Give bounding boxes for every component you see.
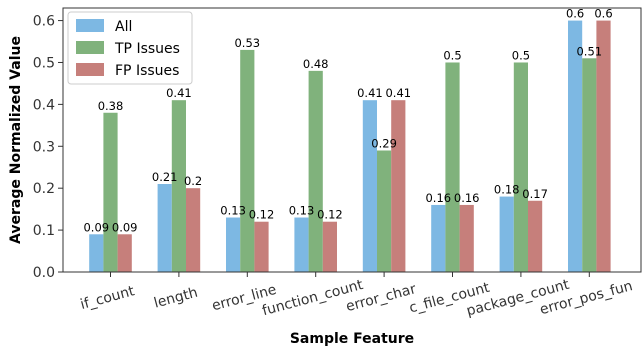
bar-tp-issues-length — [171, 100, 186, 272]
bar-fp-issues-package-count — [528, 200, 543, 272]
y-tick-label: 0.4 — [33, 97, 55, 113]
data-label: 0.51 — [576, 44, 602, 58]
data-label: 0.13 — [220, 204, 246, 218]
data-label: 0.13 — [289, 204, 315, 218]
legend-label: FP Issues — [115, 63, 179, 79]
data-label: 0.6 — [594, 7, 612, 21]
bar-fp-issues-error-char — [391, 100, 406, 272]
data-label: 0.2 — [184, 174, 202, 188]
data-label: 0.09 — [112, 220, 138, 234]
x-tick-label: if_count — [79, 283, 137, 313]
bar-all-c-file-count — [431, 204, 446, 272]
data-label: 0.6 — [566, 7, 584, 21]
y-tick-label: 0.3 — [33, 139, 55, 155]
data-label: 0.38 — [98, 99, 124, 113]
data-label: 0.16 — [425, 191, 451, 205]
bar-fp-issues-if-count — [117, 234, 132, 272]
bar-group — [89, 20, 611, 273]
bar-fp-issues-error-line — [254, 221, 269, 272]
data-label: 0.16 — [454, 191, 480, 205]
data-label: 0.17 — [522, 187, 548, 201]
bar-all-error-pos-fun — [568, 20, 583, 272]
bar-all-if-count — [89, 234, 104, 272]
y-tick-label: 0.0 — [33, 265, 55, 281]
bar-fp-issues-length — [186, 188, 201, 272]
x-axis-label: Sample Feature — [290, 331, 414, 347]
data-label: 0.48 — [303, 57, 329, 71]
data-label: 0.41 — [385, 86, 411, 100]
bar-fp-issues-c-file-count — [459, 204, 474, 272]
bar-fp-issues-error-pos-fun — [596, 20, 611, 272]
data-label: 0.41 — [357, 86, 383, 100]
bar-all-package-count — [499, 196, 514, 272]
bar-tp-issues-function-count — [308, 70, 323, 272]
bar-tp-issues-error-char — [377, 150, 392, 272]
bar-tp-issues-package-count — [513, 62, 528, 273]
x-tick-label: length — [152, 285, 199, 312]
plot-frame — [62, 7, 642, 273]
y-tick-label: 0.6 — [33, 14, 55, 30]
legend-swatch — [76, 19, 104, 32]
legend-label: TP Issues — [114, 41, 180, 57]
data-label: 0.12 — [317, 208, 343, 222]
data-label-group: 0.090.210.13 0.130.410.160.180.60.380.410… — [83, 7, 612, 235]
y-tick-label: 0.5 — [33, 55, 55, 71]
bar-tp-issues-if-count — [103, 112, 118, 272]
legend: All TP Issues FP Issues — [67, 11, 193, 85]
x-axis: if_count length error_linefunction_counter… — [79, 272, 634, 320]
bar-tp-issues-error-line — [240, 49, 255, 273]
y-tick-label: 0.1 — [33, 223, 55, 239]
legend-swatch — [76, 63, 104, 76]
data-label: 0.29 — [371, 136, 397, 150]
data-label: 0.21 — [152, 170, 178, 184]
y-tick-label: 0.2 — [33, 181, 55, 197]
y-axis: 0.0 0.1 0.2 0.3 0.4 0.5 0.6 — [33, 14, 63, 281]
data-label: 0.5 — [443, 48, 461, 62]
bar-fp-issues-function-count — [322, 221, 337, 272]
data-label: 0.09 — [83, 220, 109, 234]
legend-label: All — [115, 19, 132, 35]
bar-tp-issues-error-pos-fun — [582, 58, 597, 272]
data-label: 0.53 — [234, 36, 260, 50]
data-label: 0.5 — [512, 48, 530, 62]
bar-tp-issues-c-file-count — [445, 62, 460, 273]
bar-all-error-char — [362, 100, 377, 272]
legend-swatch — [76, 41, 104, 54]
y-axis-label: Average Normalized Value — [8, 36, 24, 244]
bar-all-length — [157, 184, 172, 272]
data-label: 0.18 — [494, 183, 520, 197]
data-label: 0.12 — [249, 208, 275, 222]
data-label: 0.41 — [166, 86, 192, 100]
bar-all-error-line — [226, 217, 241, 272]
bar-all-function-count — [294, 217, 309, 272]
